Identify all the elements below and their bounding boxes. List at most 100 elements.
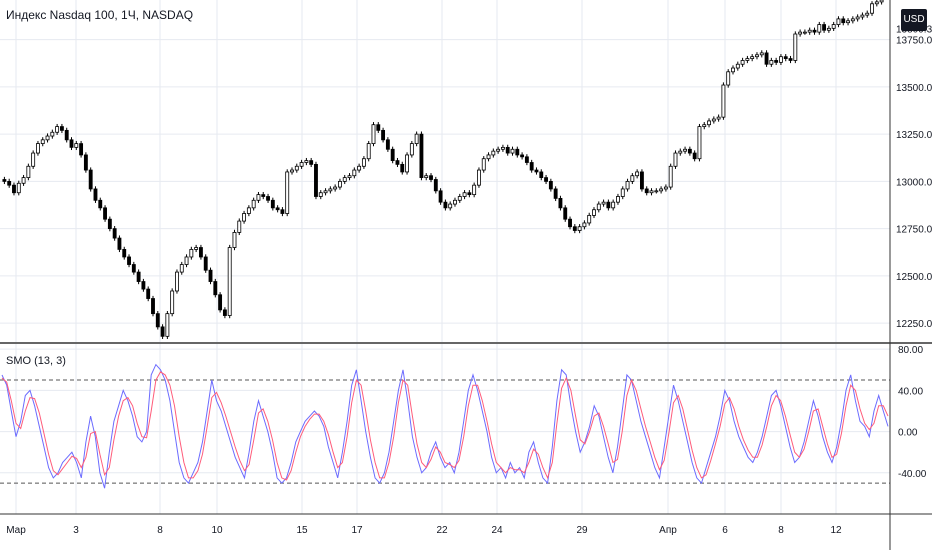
candle <box>390 148 395 162</box>
candle <box>467 192 472 196</box>
candle <box>285 171 290 214</box>
candle <box>481 158 486 171</box>
candle <box>151 298 155 315</box>
candle <box>88 169 93 190</box>
candle <box>304 160 309 163</box>
candle <box>783 56 788 59</box>
candle <box>822 24 827 31</box>
candle <box>659 188 664 192</box>
candle <box>433 179 438 192</box>
candle <box>496 148 501 152</box>
candle <box>246 207 251 214</box>
candle <box>544 177 548 182</box>
candle <box>275 207 280 211</box>
candle <box>424 175 429 179</box>
candle <box>299 162 304 167</box>
candle <box>131 264 136 273</box>
candle <box>798 31 803 35</box>
price-tick-label: 12250.00 <box>896 319 932 330</box>
indicator-tick-label: -40.00 <box>898 469 927 480</box>
candle <box>577 226 582 231</box>
candle <box>448 203 453 209</box>
candle <box>21 177 26 184</box>
candle <box>55 126 60 133</box>
candle <box>697 126 702 160</box>
candle <box>510 148 515 154</box>
candlestick-series <box>2 0 884 339</box>
candle <box>69 139 74 148</box>
candle <box>639 171 644 190</box>
candle <box>290 169 294 173</box>
candle <box>750 56 755 59</box>
candle <box>687 148 692 154</box>
candle <box>548 180 553 190</box>
candle <box>625 180 630 190</box>
indicator-tick-label: 80.00 <box>898 345 923 356</box>
candle <box>534 169 539 173</box>
candle <box>270 199 275 209</box>
candle <box>558 197 563 209</box>
candle <box>491 150 496 156</box>
candle <box>841 18 846 24</box>
candle <box>611 201 616 209</box>
price-tick-label: 13000.00 <box>896 177 932 188</box>
candle <box>218 294 223 311</box>
candle <box>122 249 127 258</box>
candle <box>817 24 822 33</box>
candle <box>812 29 817 33</box>
candle <box>563 207 568 220</box>
time-tick-label: Мар <box>6 525 26 536</box>
candle <box>520 154 525 158</box>
candle <box>189 249 194 258</box>
price-tick-label: 12500.00 <box>896 272 932 283</box>
time-tick-label: 6 <box>722 525 728 536</box>
candle <box>381 129 386 141</box>
candle <box>323 190 328 194</box>
candle <box>807 29 812 33</box>
candle <box>107 218 112 230</box>
candle <box>616 196 620 203</box>
candle <box>16 182 21 194</box>
candle <box>357 165 362 171</box>
time-tick-label: 24 <box>491 525 503 536</box>
grid <box>0 0 890 514</box>
candle <box>314 163 318 197</box>
indicator-tick-label: 0.00 <box>898 428 918 439</box>
candle <box>175 271 179 292</box>
candle <box>146 288 151 299</box>
candle <box>93 188 98 201</box>
currency-button[interactable]: USD <box>901 9 927 31</box>
candle <box>328 188 333 192</box>
symbol-title: Индекс Nasdaq 100, 1Ч, NASDAQ <box>6 8 194 22</box>
candle <box>457 196 462 201</box>
candle <box>361 158 366 167</box>
smo-indicator-pane <box>0 363 890 489</box>
candle <box>237 220 242 233</box>
candle <box>429 175 433 180</box>
candle <box>266 196 270 201</box>
candle <box>127 256 131 265</box>
candle <box>40 139 45 145</box>
candle <box>45 135 50 141</box>
candle <box>553 188 558 199</box>
candle <box>486 154 491 160</box>
candle <box>213 281 218 296</box>
candle <box>36 143 40 154</box>
candle <box>683 148 688 152</box>
candle <box>165 313 170 337</box>
candle <box>294 165 299 171</box>
candle <box>472 184 477 196</box>
price-tick-label: 13750.00 <box>896 36 932 47</box>
time-tick-label: 15 <box>296 525 308 536</box>
candle <box>385 139 390 150</box>
candle <box>711 118 716 122</box>
candle <box>620 188 625 197</box>
candle <box>208 269 213 282</box>
candle <box>366 143 371 160</box>
candle <box>342 177 347 182</box>
candle <box>318 192 323 197</box>
candle <box>721 84 726 118</box>
candle <box>678 150 683 154</box>
candle <box>280 209 285 214</box>
